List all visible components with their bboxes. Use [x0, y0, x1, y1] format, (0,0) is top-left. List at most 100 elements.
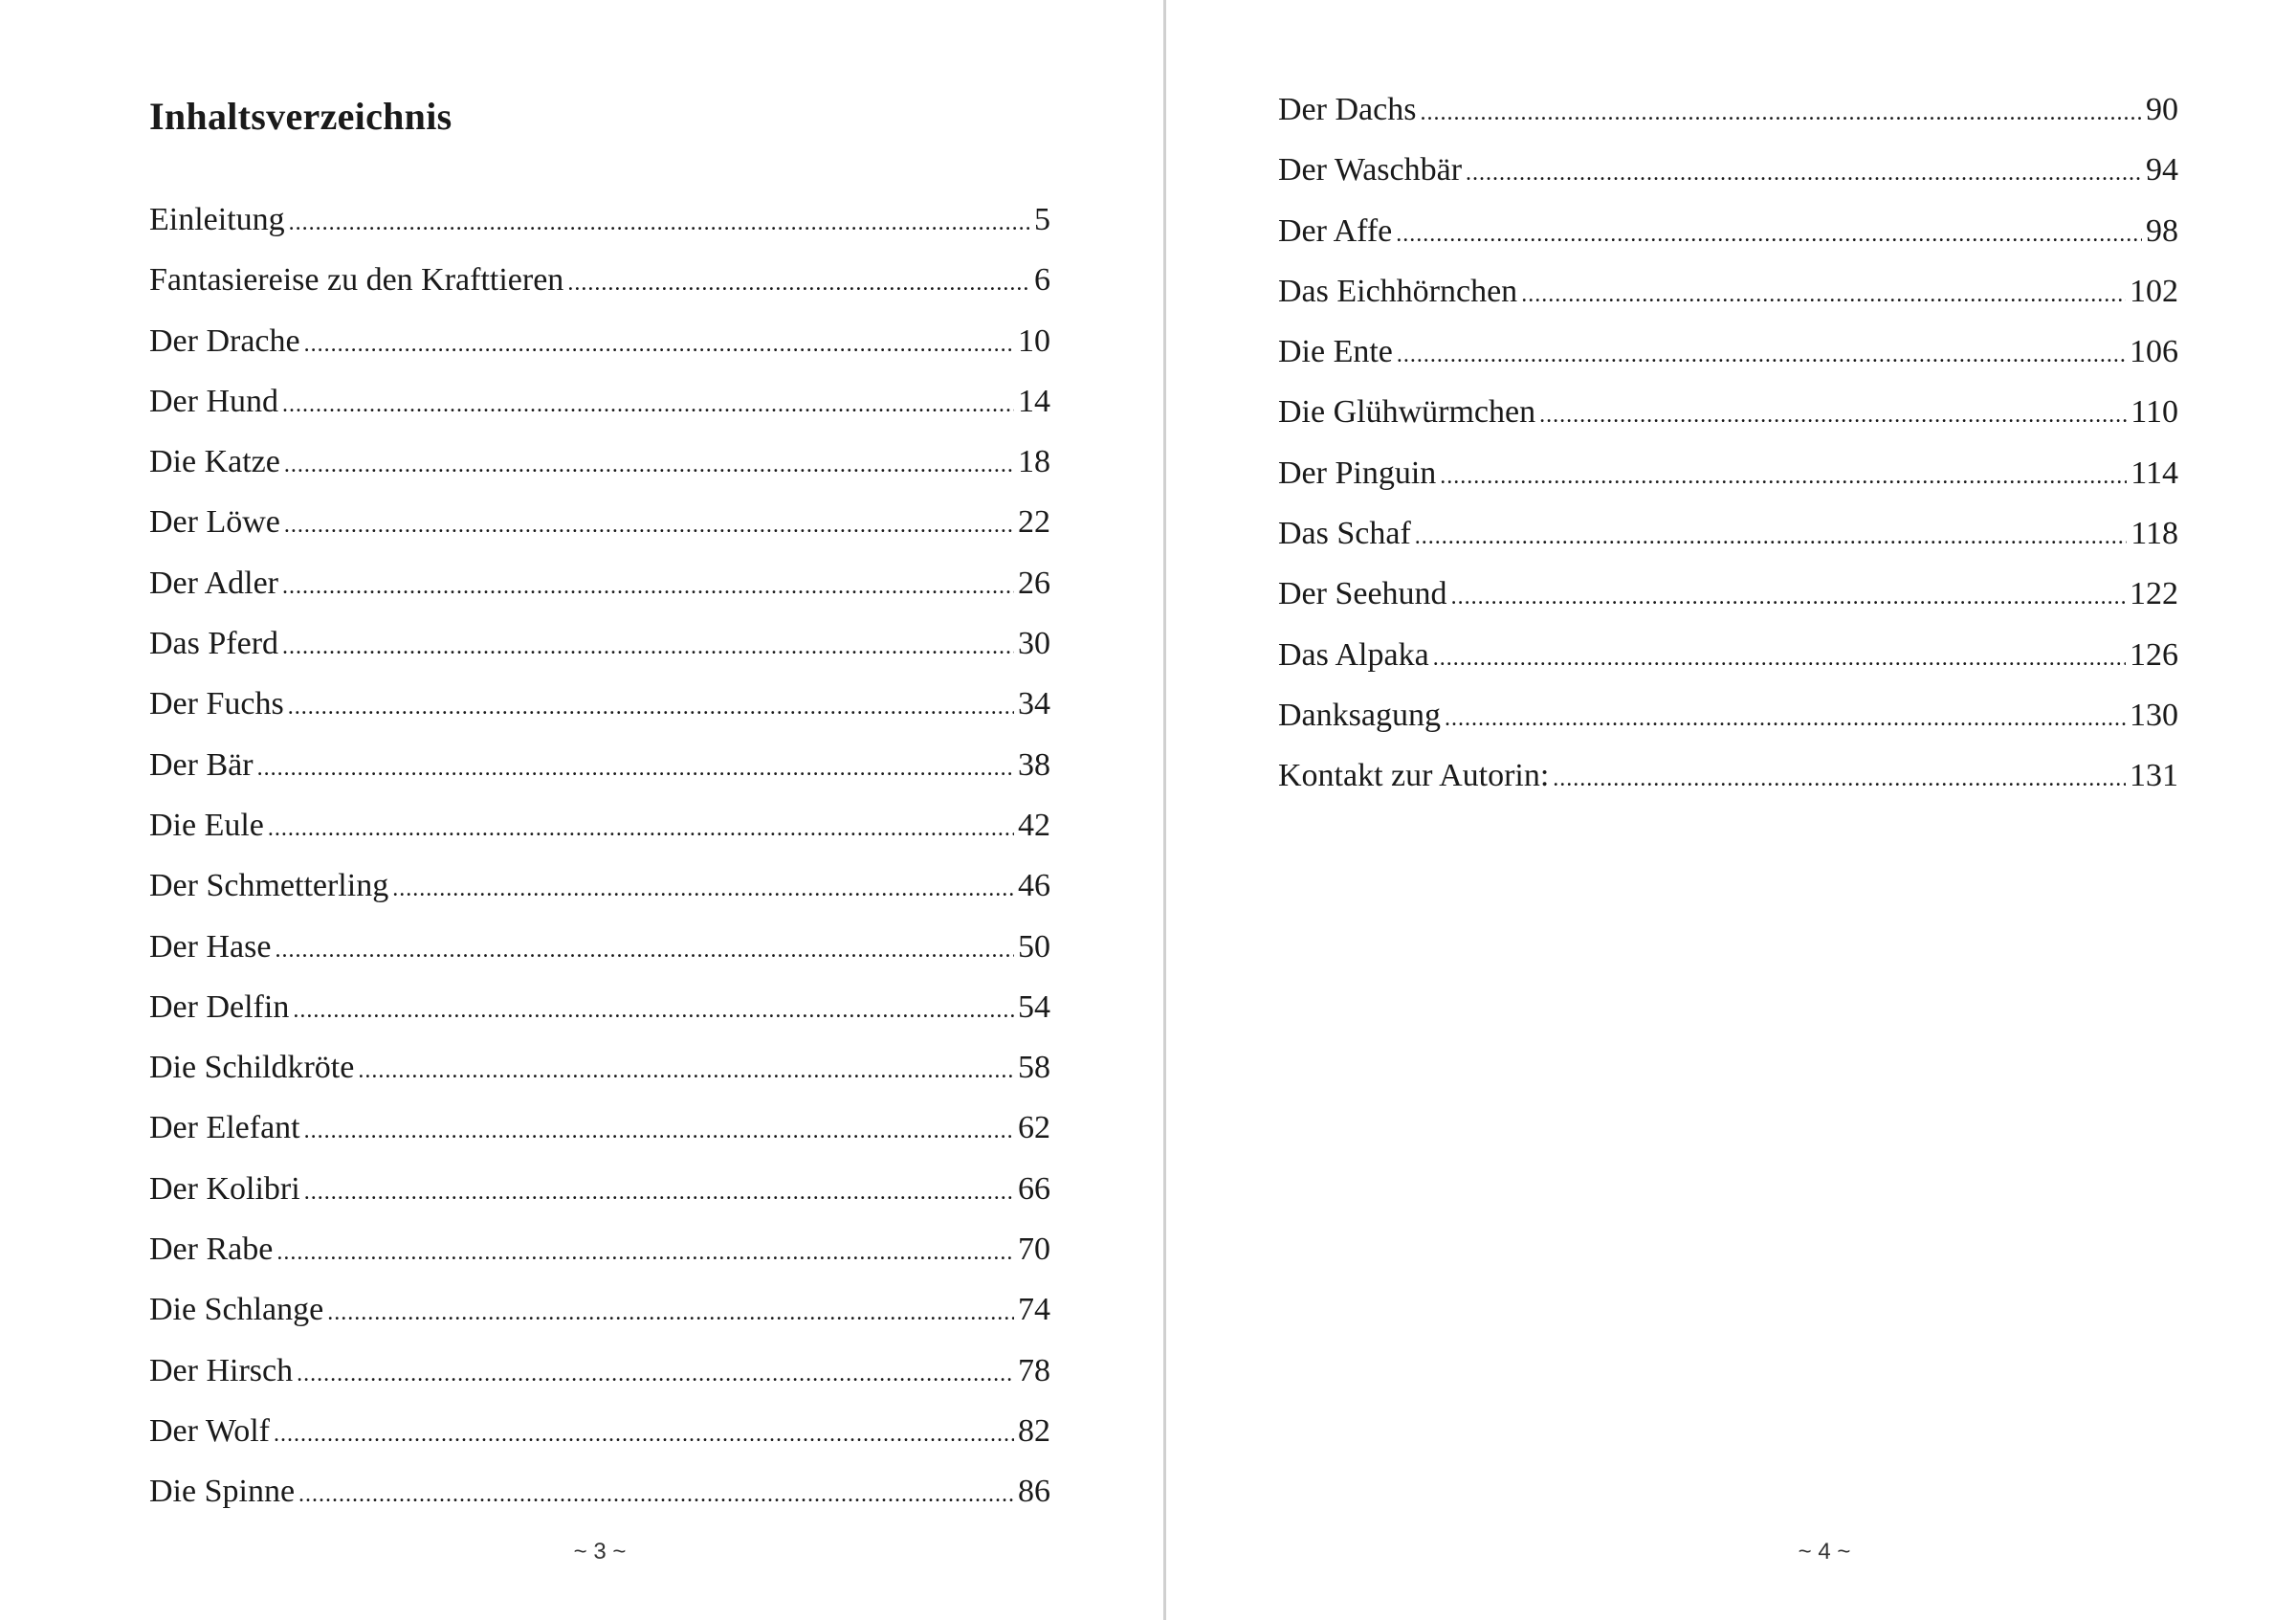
dot-leader [284, 513, 1014, 539]
toc-entry-label: Der Löwe [149, 504, 280, 541]
toc-entry-page: 5 [1034, 202, 1050, 237]
toc-entry-page: 130 [2130, 697, 2178, 733]
toc-entry-page: 50 [1018, 928, 1050, 965]
toc-entry-page: 114 [2130, 455, 2178, 491]
toc-entry-page: 10 [1018, 322, 1050, 359]
dot-leader [297, 1362, 1014, 1387]
toc-entry-label: Der Hase [149, 928, 272, 965]
dot-leader [257, 756, 1014, 782]
toc-entry-page: 122 [2130, 576, 2178, 612]
toc-entry[interactable]: Die Eule 42 [149, 808, 1050, 868]
toc-entry[interactable]: Der Fuchs 34 [149, 686, 1050, 746]
dot-leader [567, 271, 1030, 297]
toc-entry[interactable]: Der Dachs 90 [1278, 92, 2178, 152]
toc-entry-label: Der Kolibri [149, 1170, 300, 1207]
dot-leader [289, 211, 1030, 236]
toc-entry-page: 94 [2146, 152, 2178, 189]
toc-entry-label: Einleitung [149, 202, 285, 237]
toc-entry[interactable]: Der Drache 10 [149, 323, 1050, 384]
toc-entry-label: Der Affe [1278, 212, 1393, 249]
toc-entry-label: Die Ente [1278, 334, 1393, 370]
toc-entry-page: 62 [1018, 1110, 1050, 1146]
page-number: ~ 3 ~ [573, 1539, 627, 1565]
toc-entry-label: Der Adler [149, 565, 279, 601]
toc-entry-label: Das Alpaka [1278, 636, 1429, 673]
toc-entry-page: 102 [2130, 273, 2178, 309]
toc-entry-page: 86 [1018, 1474, 1050, 1510]
toc-entry-label: Der Drache [149, 322, 300, 359]
toc-entry[interactable]: Die Schlange 74 [149, 1292, 1050, 1352]
toc-entry-page: 6 [1034, 262, 1050, 299]
toc-entry[interactable]: Fantasiereise zu den Krafttieren 6 [149, 262, 1050, 322]
toc-entry[interactable]: Der Hund 14 [149, 384, 1050, 444]
toc-entry[interactable]: Das Alpaka 126 [1278, 637, 2178, 698]
toc-entry[interactable]: Einleitung 5 [149, 202, 1050, 262]
toc-entry[interactable]: Der Affe 98 [1278, 213, 2178, 274]
toc-entry-page: 58 [1018, 1050, 1050, 1086]
page-number: ~ 4 ~ [1798, 1539, 1851, 1565]
toc-entry[interactable]: Danksagung 130 [1278, 698, 2178, 758]
dot-leader [1466, 161, 2142, 187]
toc-entry-page: 110 [2130, 394, 2178, 431]
toc-entry-label: Das Pferd [149, 626, 279, 662]
toc-entry[interactable]: Die Glühwürmchen 110 [1278, 394, 2178, 455]
dot-leader [1420, 100, 2142, 126]
toc-entry-page: 38 [1018, 746, 1050, 783]
toc-entry[interactable]: Die Schildkröte 58 [149, 1050, 1050, 1110]
toc-entry[interactable]: Der Kolibri 66 [149, 1171, 1050, 1232]
dot-leader [1451, 585, 2126, 610]
toc-entry-label: Der Dachs [1278, 92, 1417, 127]
toc-entry[interactable]: Die Katze 18 [149, 444, 1050, 504]
right-page: Der Dachs 90 Der Waschbär 94 Der Affe 98 Das E… [1166, 0, 2296, 1620]
dot-leader [1397, 343, 2126, 368]
left-page: Inhaltsverzeichnis Einleitung 5 Fantasiere… [0, 0, 1163, 1620]
toc-entry-label: Der Delfin [149, 988, 290, 1025]
toc-entry[interactable]: Der Bär 38 [149, 747, 1050, 808]
dot-leader [276, 1240, 1014, 1266]
toc-entry[interactable]: Der Löwe 22 [149, 504, 1050, 565]
toc-entry-label: Danksagung [1278, 697, 1441, 733]
toc-entry-page: 66 [1018, 1170, 1050, 1207]
toc-entry[interactable]: Das Eichhörnchen 102 [1278, 274, 2178, 334]
toc-entry[interactable]: Der Rabe 70 [149, 1232, 1050, 1292]
toc-entry[interactable]: Der Adler 26 [149, 566, 1050, 626]
toc-entry-page: 46 [1018, 868, 1050, 904]
toc-entry[interactable]: Die Ente 106 [1278, 334, 2178, 394]
toc-entry[interactable]: Der Pinguin 114 [1278, 455, 2178, 516]
toc-entry[interactable]: Der Waschbär 94 [1278, 152, 2178, 212]
toc-entry-page: 54 [1018, 988, 1050, 1025]
toc-entry-label: Der Bär [149, 746, 254, 783]
toc-entry-label: Der Wolf [149, 1412, 270, 1449]
toc-entry-page: 131 [2130, 758, 2178, 794]
dot-leader [268, 816, 1014, 842]
toc-entry[interactable]: Das Pferd 30 [149, 626, 1050, 686]
toc-entry[interactable]: Kontakt zur Autorin: 131 [1278, 758, 2178, 818]
toc-entry[interactable]: Der Elefant 62 [149, 1110, 1050, 1170]
toc-entry-label: Fantasiereise zu den Krafttieren [149, 262, 564, 299]
dot-leader [282, 392, 1014, 418]
toc-entry[interactable]: Der Wolf 82 [149, 1413, 1050, 1474]
toc-entry[interactable]: Der Delfin 54 [149, 989, 1050, 1050]
toc-entry[interactable]: Der Schmetterling 46 [149, 868, 1050, 928]
toc-entry-label: Der Hund [149, 383, 279, 419]
toc-list-right: Der Dachs 90 Der Waschbär 94 Der Affe 98 Das E… [1278, 92, 2178, 819]
toc-entry-page: 106 [2130, 334, 2178, 370]
toc-entry[interactable]: Das Schaf 118 [1278, 516, 2178, 576]
toc-entry[interactable]: Der Hirsch 78 [149, 1353, 1050, 1413]
dot-leader [274, 1422, 1014, 1448]
toc-entry-page: 74 [1018, 1292, 1050, 1328]
toc-entry-label: Der Rabe [149, 1232, 274, 1268]
dot-leader [392, 877, 1014, 902]
dot-leader [284, 453, 1014, 478]
toc-entry[interactable]: Der Hase 50 [149, 929, 1050, 989]
toc-entry-page: 14 [1018, 383, 1050, 419]
dot-leader [1415, 524, 2127, 550]
toc-entry[interactable]: Der Seehund 122 [1278, 576, 2178, 636]
toc-entry-page: 30 [1018, 626, 1050, 662]
toc-entry-page: 26 [1018, 565, 1050, 601]
toc-entry-label: Die Schildkröte [149, 1050, 355, 1086]
toc-entry-label: Die Schlange [149, 1292, 324, 1328]
dot-leader [1445, 706, 2126, 732]
toc-entry[interactable]: Die Spinne 86 [149, 1474, 1050, 1534]
toc-entry-page: 42 [1018, 807, 1050, 843]
